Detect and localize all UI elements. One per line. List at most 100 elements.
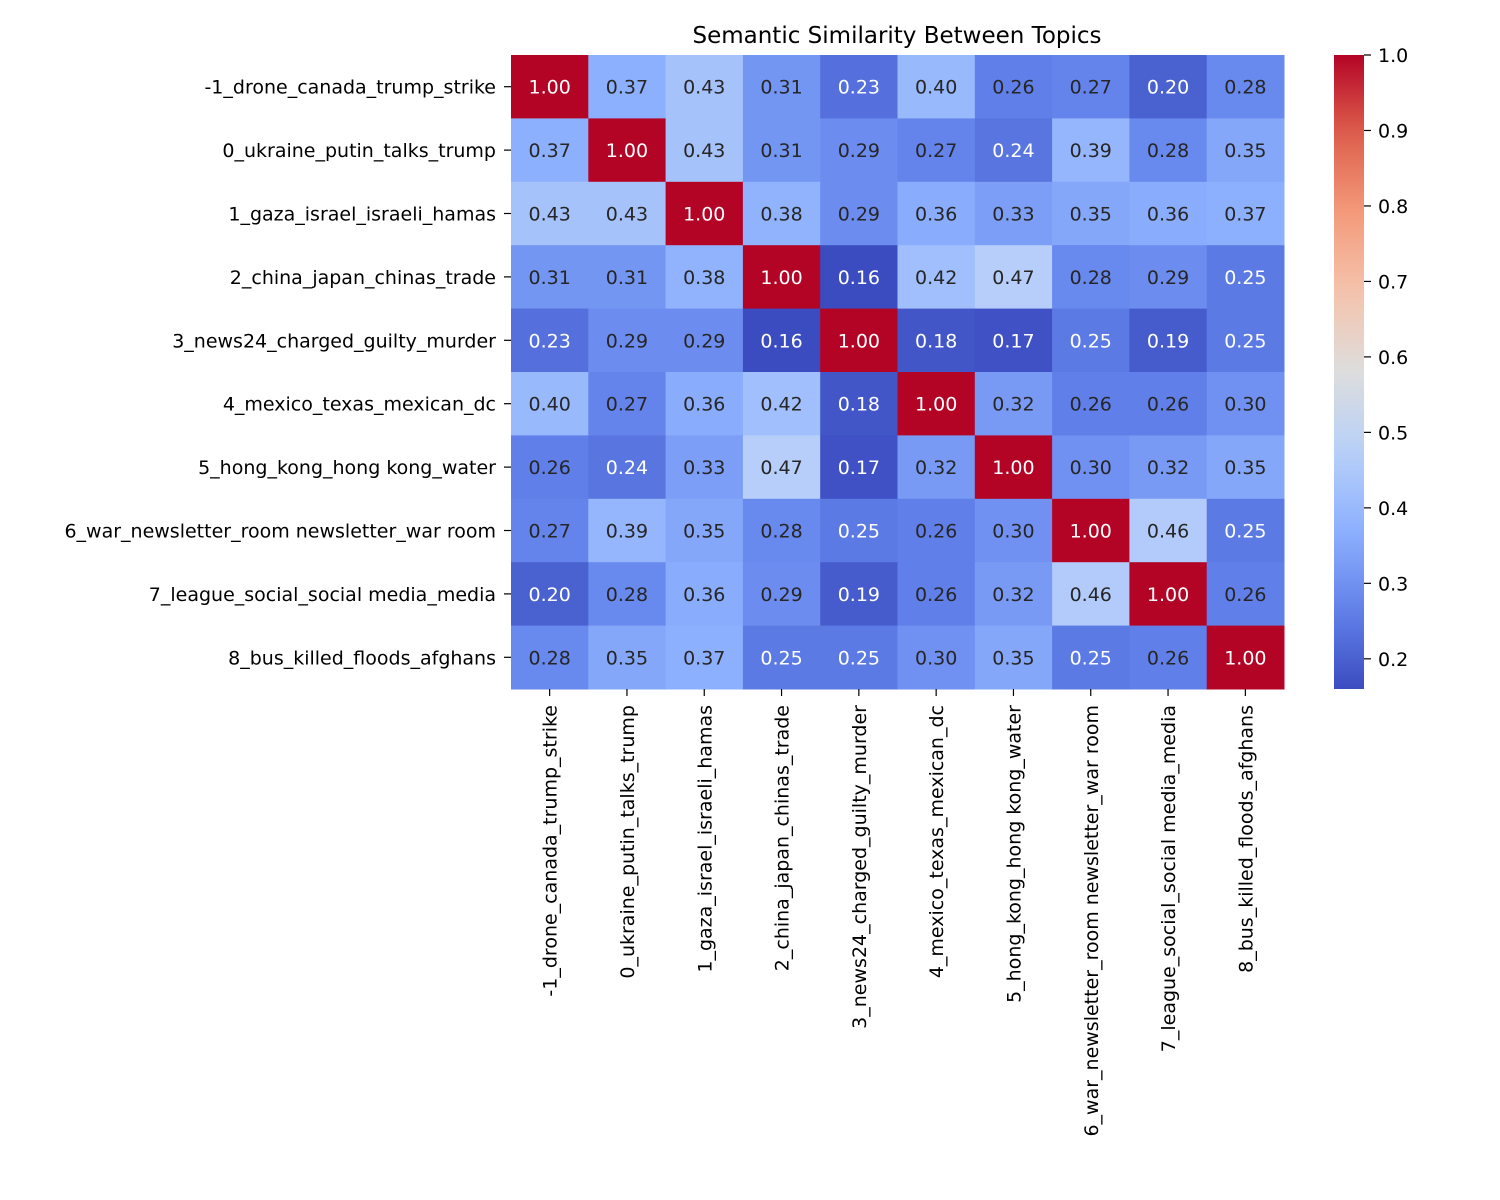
heatmap-cell <box>1206 245 1285 310</box>
cell-value-label: 0.38 <box>760 204 802 226</box>
heatmap-cells: 1.00 0.37 0.43 0.31 0.23 0.40 0.26 0.27 0.20 0.28… <box>511 55 1285 690</box>
heatmap-cell <box>742 245 821 310</box>
heatmap-cell <box>742 55 821 119</box>
heatmap-cell <box>665 118 744 183</box>
heatmap-cell <box>511 435 589 500</box>
cell-value-label: 0.25 <box>1224 267 1266 289</box>
y-tick-label: 8_bus_killed_floods_afghans <box>228 647 496 669</box>
heatmap-cell <box>974 435 1053 500</box>
cell-value-label: 0.28 <box>1070 267 1112 289</box>
heatmap-cell <box>1129 308 1208 373</box>
cell-value-label: 0.40 <box>915 77 957 99</box>
heatmap-cell <box>1052 118 1130 183</box>
heatmap-cell <box>511 118 589 183</box>
heatmap-cell <box>511 181 589 246</box>
cell-value-label: 0.43 <box>606 204 648 226</box>
cell-value-label: 0.29 <box>1147 267 1189 289</box>
cell-value-label: 0.26 <box>528 457 570 479</box>
cell-value-label: 0.29 <box>838 204 880 226</box>
heatmap-cell <box>820 372 898 436</box>
cell-value-label: 0.16 <box>760 330 802 352</box>
heatmap-cell <box>974 498 1053 563</box>
cell-value-label: 0.35 <box>683 521 725 543</box>
heatmap-cell <box>820 498 898 563</box>
cell-value-label: 0.37 <box>1224 204 1266 226</box>
cell-value-label: 0.27 <box>1070 77 1112 99</box>
cell-value-label: 0.36 <box>915 204 957 226</box>
y-tick-label: -1_drone_canada_trump_strike <box>204 77 496 99</box>
heatmap-cell <box>897 245 976 310</box>
cell-value-label: 1.00 <box>1070 521 1112 543</box>
cell-value-label: 0.25 <box>1224 521 1266 543</box>
cell-value-label: 0.47 <box>760 457 802 479</box>
colorbar-tick-label: 0.2 <box>1378 649 1408 671</box>
cell-value-label: 0.23 <box>528 330 570 352</box>
colorbar-tick-label: 0.5 <box>1378 422 1408 444</box>
heatmap-cell <box>1052 562 1130 627</box>
row-labels: -1_drone_canada_trump_strike 0_ukraine_pu… <box>64 77 511 669</box>
cell-value-label: 0.36 <box>683 584 725 606</box>
cell-value-label: 0.25 <box>760 647 802 669</box>
y-tick-label: 5_hong_kong_hong kong_water <box>198 457 496 479</box>
heatmap-cell <box>511 562 589 627</box>
heatmap-cell <box>665 372 744 436</box>
cell-value-label: 0.30 <box>992 521 1034 543</box>
heatmap-cell <box>974 308 1053 373</box>
colorbar: 0.2 0.3 0.4 0.5 0.6 0.7 0.8 0.9 1.0 <box>1334 45 1408 689</box>
y-tick-label: 1_gaza_israel_israeli_hamas <box>228 204 496 226</box>
cell-value-label: 0.20 <box>1147 77 1189 99</box>
cell-value-label: 0.20 <box>528 584 570 606</box>
heatmap-cell <box>742 372 821 436</box>
heatmap-cell <box>820 245 898 310</box>
cell-value-label: 0.26 <box>992 77 1034 99</box>
heatmap-cell <box>665 498 744 563</box>
cell-value-label: 0.25 <box>1070 330 1112 352</box>
cell-value-label: 1.00 <box>1224 647 1266 669</box>
heatmap-cell <box>897 562 976 627</box>
heatmap-cell <box>588 181 667 246</box>
colorbar-tick-label: 0.6 <box>1378 347 1408 369</box>
heatmap-cell <box>974 181 1053 246</box>
heatmap-cell <box>511 308 589 373</box>
heatmap-cell <box>1129 372 1208 436</box>
cell-value-label: 0.38 <box>683 267 725 289</box>
cell-value-label: 1.00 <box>683 204 725 226</box>
heatmap-cell <box>897 118 976 183</box>
x-tick-label: 2_china_japan_chinas_trade <box>772 705 794 971</box>
x-tick-label: 0_ukraine_putin_talks_trump <box>617 705 639 979</box>
heatmap-cell <box>742 498 821 563</box>
cell-value-label: 0.28 <box>606 584 648 606</box>
heatmap-cell <box>742 181 821 246</box>
heatmap-cell <box>1129 181 1208 246</box>
cell-value-label: 0.29 <box>606 330 648 352</box>
heatmap-cell <box>511 372 589 436</box>
heatmap-cell <box>588 308 667 373</box>
cell-value-label: 1.00 <box>1147 584 1189 606</box>
y-tick-label: 6_war_newsletter_room newsletter_war roo… <box>64 521 496 543</box>
heatmap-cell <box>588 245 667 310</box>
heatmap-cell <box>897 181 976 246</box>
heatmap-cell <box>1206 55 1285 119</box>
heatmap-cell <box>742 118 821 183</box>
heatmap-cell <box>588 118 667 183</box>
cell-value-label: 0.42 <box>760 394 802 416</box>
cell-value-label: 0.36 <box>1147 204 1189 226</box>
heatmap-cell <box>1052 181 1130 246</box>
heatmap-cell <box>665 308 744 373</box>
heatmap-cell <box>974 562 1053 627</box>
cell-value-label: 0.27 <box>528 521 570 543</box>
heatmap-cell <box>1129 498 1208 563</box>
cell-value-label: 0.24 <box>606 457 648 479</box>
heatmap-cell <box>665 562 744 627</box>
heatmap-cell <box>1206 308 1285 373</box>
cell-value-label: 0.27 <box>606 394 648 416</box>
cell-value-label: 0.19 <box>838 584 880 606</box>
cell-value-label: 0.27 <box>915 140 957 162</box>
heatmap-cell <box>588 372 667 436</box>
cell-value-label: 1.00 <box>915 394 957 416</box>
heatmap-cell <box>897 55 976 119</box>
cell-value-label: 0.29 <box>838 140 880 162</box>
heatmap-cell <box>665 55 744 119</box>
heatmap-cell <box>1052 55 1130 119</box>
